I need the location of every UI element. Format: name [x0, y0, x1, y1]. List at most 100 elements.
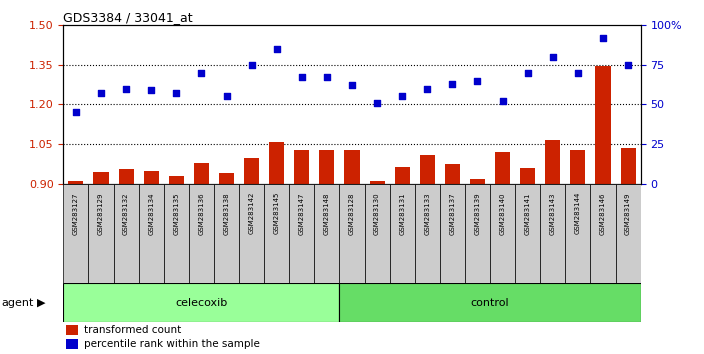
Bar	[294, 149, 309, 184]
Bar	[118, 170, 134, 184]
Bar	[144, 171, 158, 184]
Text: GSM283138: GSM283138	[223, 192, 230, 235]
Bar	[269, 142, 284, 184]
Text: GSM283127: GSM283127	[73, 192, 79, 234]
Point	[598, 35, 609, 40]
Bar	[189, 184, 214, 283]
Bar	[591, 184, 615, 283]
Bar	[63, 184, 89, 283]
Point	[572, 70, 584, 75]
Text: GSM283147: GSM283147	[298, 192, 305, 234]
Text: GSM283140: GSM283140	[500, 192, 505, 234]
Text: GSM283148: GSM283148	[324, 192, 330, 234]
Bar	[515, 184, 540, 283]
Point	[221, 93, 232, 99]
Bar	[365, 184, 389, 283]
Bar	[615, 184, 641, 283]
Bar	[339, 283, 641, 322]
Bar	[264, 184, 289, 283]
Bar	[139, 184, 164, 283]
Text: GSM283134: GSM283134	[149, 192, 154, 234]
Bar	[546, 140, 560, 184]
Text: GSM283136: GSM283136	[199, 192, 204, 235]
Bar	[63, 283, 339, 322]
Point	[497, 98, 508, 104]
Point	[396, 93, 408, 99]
Text: GSM283128: GSM283128	[349, 192, 355, 234]
Text: celecoxib: celecoxib	[175, 298, 227, 308]
Bar	[620, 148, 636, 184]
Bar	[570, 149, 586, 184]
Bar	[214, 184, 239, 283]
Text: GSM283139: GSM283139	[474, 192, 481, 235]
Bar	[495, 152, 510, 184]
Bar	[415, 184, 440, 283]
Point	[146, 87, 157, 93]
Text: GSM283130: GSM283130	[374, 192, 380, 235]
Text: GSM283146: GSM283146	[600, 192, 606, 234]
Text: GSM283144: GSM283144	[575, 192, 581, 234]
Text: GSM283131: GSM283131	[399, 192, 406, 235]
Text: GSM283149: GSM283149	[625, 192, 631, 234]
Text: GSM283142: GSM283142	[249, 192, 255, 234]
Point	[422, 86, 433, 91]
Bar	[194, 163, 209, 184]
Bar	[66, 339, 77, 349]
Bar	[113, 184, 139, 283]
Bar	[420, 155, 435, 184]
Point	[95, 90, 106, 96]
Point	[472, 78, 483, 83]
Point	[522, 70, 534, 75]
Bar	[370, 181, 384, 184]
Bar	[219, 173, 234, 184]
Bar	[320, 149, 334, 184]
Bar	[540, 184, 565, 283]
Text: ▶: ▶	[37, 298, 45, 308]
Text: GDS3384 / 33041_at: GDS3384 / 33041_at	[63, 11, 193, 24]
Bar	[440, 184, 465, 283]
Bar	[596, 66, 610, 184]
Bar	[520, 168, 535, 184]
Point	[296, 74, 308, 80]
Text: GSM283137: GSM283137	[449, 192, 455, 235]
Point	[372, 100, 383, 105]
Bar	[66, 325, 77, 335]
Point	[447, 81, 458, 87]
Text: percentile rank within the sample: percentile rank within the sample	[84, 339, 260, 349]
Text: GSM283133: GSM283133	[425, 192, 430, 235]
Text: transformed count: transformed count	[84, 325, 181, 335]
Bar	[68, 181, 84, 184]
Bar	[89, 184, 113, 283]
Text: GSM283143: GSM283143	[550, 192, 555, 234]
Point	[346, 82, 358, 88]
Bar	[389, 184, 415, 283]
Bar	[289, 184, 315, 283]
Point	[246, 62, 257, 67]
Bar	[445, 164, 460, 184]
Text: agent: agent	[1, 298, 34, 308]
Bar	[344, 149, 360, 184]
Point	[622, 62, 634, 67]
Point	[547, 54, 558, 59]
Bar	[164, 184, 189, 283]
Bar	[239, 184, 264, 283]
Bar	[395, 167, 410, 184]
Bar	[169, 176, 184, 184]
Text: GSM283129: GSM283129	[98, 192, 104, 234]
Point	[321, 74, 332, 80]
Point	[70, 110, 82, 115]
Point	[271, 46, 282, 51]
Text: GSM283132: GSM283132	[123, 192, 129, 234]
Point	[170, 90, 182, 96]
Bar	[465, 184, 490, 283]
Bar	[94, 172, 108, 184]
Bar	[490, 184, 515, 283]
Bar	[565, 184, 591, 283]
Text: GSM283141: GSM283141	[524, 192, 531, 234]
Text: GSM283135: GSM283135	[173, 192, 180, 234]
Point	[120, 86, 132, 91]
Text: control: control	[471, 298, 510, 308]
Point	[196, 70, 207, 75]
Text: GSM283145: GSM283145	[274, 192, 279, 234]
Bar	[244, 158, 259, 184]
